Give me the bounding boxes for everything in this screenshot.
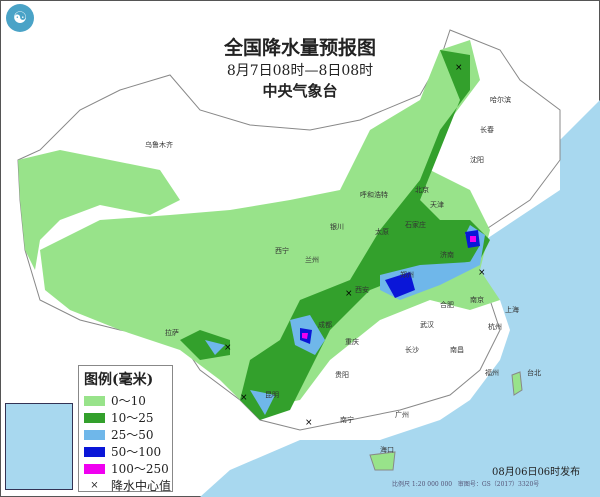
center-marker: × bbox=[345, 289, 353, 299]
approval-number: 审图号：GS（2017）3320号 bbox=[457, 481, 540, 488]
legend-item: 0～10 bbox=[84, 392, 172, 409]
sea-area bbox=[200, 0, 600, 497]
center-marker: × bbox=[455, 63, 463, 73]
city-label: 西宁 bbox=[275, 247, 289, 255]
scale-text: 比例尺 1:20 000 000 bbox=[392, 481, 453, 488]
legend-swatch bbox=[84, 463, 105, 474]
city-label: 乌鲁木齐 bbox=[145, 141, 173, 149]
city-label: 沈阳 bbox=[470, 156, 484, 164]
issue-time: 08月06日06时发布 bbox=[492, 467, 581, 478]
city-label: 重庆 bbox=[345, 338, 359, 346]
taiwan bbox=[511, 371, 523, 396]
legend: 图例(毫米) 0～10 10～25 25～50 50～100 100～250 ×… bbox=[78, 365, 173, 494]
city-label: 成都 bbox=[318, 321, 332, 329]
map-title: 全国降水量预报图 bbox=[223, 37, 376, 59]
city-label: 呼和浩特 bbox=[360, 191, 388, 199]
legend-label: 10～25 bbox=[111, 411, 154, 425]
legend-swatch bbox=[84, 395, 105, 406]
city-label: 武汉 bbox=[420, 321, 434, 329]
issuer: 中央气象台 bbox=[262, 82, 338, 100]
city-label: 南京 bbox=[470, 296, 484, 304]
south-china-sea-inset bbox=[5, 403, 73, 490]
city-label: 天津 bbox=[430, 201, 444, 209]
city-label: 长沙 bbox=[405, 346, 419, 354]
map-credits: 比例尺 1:20 000 000 审图号：GS（2017）3320号 bbox=[392, 479, 539, 488]
cma-logo-icon: ☯ bbox=[6, 4, 34, 32]
city-label: 上海 bbox=[505, 306, 519, 314]
city-label: 北京 bbox=[415, 186, 429, 194]
center-marker: × bbox=[305, 418, 313, 428]
center-marker: × bbox=[240, 393, 248, 403]
legend-label: 50～100 bbox=[111, 445, 162, 459]
rain-0-10 bbox=[40, 40, 500, 410]
city-label: 济南 bbox=[440, 251, 454, 259]
city-label: 贵阳 bbox=[335, 371, 349, 379]
hainan bbox=[369, 451, 396, 471]
rain-25-50 bbox=[205, 340, 225, 355]
city-label: 西安 bbox=[355, 286, 369, 294]
legend-label: 0～10 bbox=[111, 394, 146, 408]
city-label: 杭州 bbox=[488, 323, 502, 331]
city-label: 广州 bbox=[395, 411, 409, 419]
rain-0-10 bbox=[18, 150, 180, 270]
legend-item: 50～100 bbox=[84, 443, 172, 460]
city-label: 南昌 bbox=[450, 346, 464, 354]
center-marker: × bbox=[478, 268, 486, 278]
center-marker: × bbox=[224, 343, 232, 353]
forecast-period: 8月7日08时—8日08时 bbox=[226, 63, 374, 79]
legend-item: 25～50 bbox=[84, 426, 172, 443]
legend-swatch bbox=[84, 446, 105, 457]
cross-marker-icon: × bbox=[90, 480, 99, 491]
rain-25-50 bbox=[250, 390, 275, 415]
legend-swatch bbox=[84, 412, 105, 423]
city-label: 台北 bbox=[527, 369, 541, 377]
rain-50-100 bbox=[385, 272, 415, 298]
city-label: 兰州 bbox=[305, 256, 319, 264]
legend-swatch bbox=[84, 429, 105, 440]
rain-100-250 bbox=[470, 236, 476, 242]
city-label: 哈尔滨 bbox=[490, 96, 511, 104]
city-label: 海口 bbox=[380, 446, 394, 454]
city-label: 长春 bbox=[480, 126, 494, 134]
city-label: 南宁 bbox=[340, 416, 354, 424]
city-label: 郑州 bbox=[400, 271, 414, 279]
legend-title: 图例(毫米) bbox=[84, 372, 154, 388]
city-label: 太原 bbox=[375, 228, 389, 236]
legend-label: 25～50 bbox=[111, 428, 154, 442]
city-label: 福州 bbox=[485, 369, 499, 377]
city-label: 石家庄 bbox=[405, 221, 426, 229]
legend-item: 100～250 bbox=[84, 460, 172, 477]
city-label: 银川 bbox=[330, 223, 344, 231]
city-label: 拉萨 bbox=[165, 329, 179, 337]
rain-100-250 bbox=[302, 333, 308, 339]
legend-item: × 降水中心值 bbox=[84, 477, 172, 494]
city-label: 昆明 bbox=[265, 391, 279, 399]
legend-item: 10～25 bbox=[84, 409, 172, 426]
legend-label: 100～250 bbox=[111, 462, 169, 476]
precip-center-markers: × × × × × × bbox=[224, 63, 486, 428]
legend-label: 降水中心值 bbox=[111, 479, 172, 493]
city-label: 合肥 bbox=[440, 301, 454, 309]
